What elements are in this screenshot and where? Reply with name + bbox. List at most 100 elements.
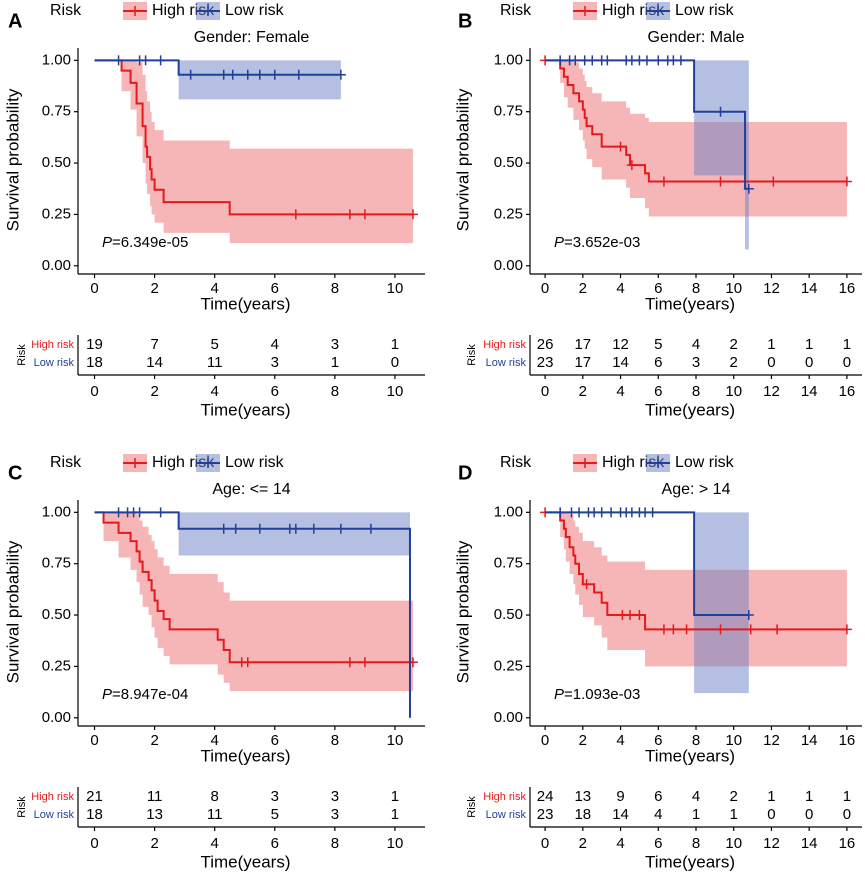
table-x-tick-label: 6	[271, 835, 279, 852]
at-risk-count: 13	[146, 806, 163, 823]
at-risk-count: 8	[211, 788, 219, 805]
y-tick-label: 0.25	[494, 205, 523, 222]
at-risk-count: 3	[271, 354, 279, 371]
y-tick-label: 0.00	[42, 709, 71, 726]
table-x-tick-label: 4	[211, 383, 219, 400]
at-risk-count: 4	[692, 788, 700, 805]
x-tick-label: 2	[150, 280, 158, 297]
censor-mark	[335, 69, 346, 80]
legend-cross	[130, 6, 140, 16]
table-x-tick-label: 10	[725, 383, 742, 400]
censor-mark	[715, 176, 726, 187]
at-risk-count: 11	[207, 354, 223, 371]
censor-mark	[641, 55, 652, 66]
p-symbol: P	[102, 234, 112, 251]
table-x-tick-label: 10	[387, 835, 404, 852]
chart-title: Age: > 14	[662, 481, 731, 498]
at-risk-count: 18	[574, 806, 591, 823]
legend-title: Risk	[500, 2, 532, 19]
x-tick-label: 16	[839, 732, 856, 749]
x-tick-label: 4	[616, 732, 624, 749]
y-tick-label: 1.00	[42, 503, 71, 520]
at-risk-count: 11	[207, 806, 223, 823]
at-risk-count: 13	[574, 788, 591, 805]
censor-mark	[290, 209, 301, 220]
x-tick-label: 14	[801, 280, 818, 297]
table-x-tick-label: 4	[616, 835, 624, 852]
y-tick-label: 0.50	[42, 606, 71, 623]
x-tick-label: 14	[801, 732, 818, 749]
at-risk-count: 18	[86, 806, 103, 823]
table-x-tick-label: 0	[90, 835, 98, 852]
table-x-tick-label: 2	[150, 383, 158, 400]
y-tick-label: 0.00	[42, 257, 71, 274]
at-risk-count: 6	[654, 354, 662, 371]
survival-curve	[94, 511, 411, 718]
p-symbol: P	[102, 686, 112, 703]
at-risk-count: 5	[654, 336, 662, 353]
censor-mark	[407, 209, 418, 220]
y-tick-label: 0.75	[42, 555, 71, 572]
x-tick-label: 6	[271, 732, 279, 749]
at-risk-count: 1	[391, 806, 399, 823]
table-row-label: High risk	[31, 791, 74, 803]
table-x-tick-label: 6	[271, 383, 279, 400]
table-x-tick-label: 8	[331, 835, 339, 852]
at-risk-count: 17	[574, 336, 591, 353]
at-risk-count: 6	[654, 788, 662, 805]
legend-cross	[653, 458, 663, 468]
censor-mark	[681, 624, 692, 635]
at-risk-count: 2	[730, 336, 738, 353]
censor-mark	[218, 69, 229, 80]
x-tick-label: 8	[331, 732, 339, 749]
x-axis-label: Time(years)	[200, 746, 290, 765]
y-tick-label: 1.00	[42, 51, 71, 68]
censor-mark	[293, 69, 304, 80]
at-risk-count: 11	[147, 788, 163, 805]
table-x-axis-label: Time(years)	[645, 852, 735, 871]
censor-mark	[626, 160, 637, 171]
at-risk-count: 14	[146, 354, 163, 371]
x-tick-label: 10	[725, 732, 742, 749]
y-axis-label: Survival probability	[453, 540, 472, 683]
table-x-tick-label: 8	[692, 383, 700, 400]
table-x-tick-label: 12	[763, 383, 780, 400]
censor-mark	[768, 176, 779, 187]
at-risk-count: 2	[730, 788, 738, 805]
censor-mark	[185, 69, 196, 80]
at-risk-count: 0	[391, 354, 399, 371]
table-x-tick-label: 4	[616, 383, 624, 400]
censor-mark	[574, 507, 585, 518]
table-x-tick-label: 0	[90, 383, 98, 400]
panel-label: A	[8, 10, 22, 32]
legend-label: Low risk	[225, 2, 285, 19]
censor-mark	[658, 624, 669, 635]
legend-cross	[580, 6, 590, 16]
confidence-band	[94, 60, 413, 244]
table-title: Risk	[16, 796, 28, 818]
table-x-axis-label: Time(years)	[200, 400, 290, 419]
censor-mark	[140, 55, 151, 66]
censor-mark	[743, 610, 754, 621]
censor-mark	[242, 69, 253, 80]
censor-mark	[555, 55, 566, 66]
table-x-tick-label: 6	[654, 383, 662, 400]
x-axis-label: Time(years)	[200, 294, 290, 313]
at-risk-count: 14	[612, 354, 629, 371]
censor-mark	[715, 624, 726, 635]
x-tick-label: 12	[763, 280, 780, 297]
survival-curve	[545, 511, 847, 631]
censor-mark	[365, 523, 376, 534]
chart-title: Age: <= 14	[212, 481, 290, 498]
at-risk-count: 0	[843, 806, 851, 823]
legend-title: Risk	[500, 454, 532, 471]
chart-title: Gender: Female	[194, 29, 310, 46]
table-x-axis-label: Time(years)	[200, 852, 290, 871]
x-tick-label: 4	[616, 280, 624, 297]
at-risk-count: 9	[616, 788, 624, 805]
censor-mark	[113, 507, 124, 518]
at-risk-count: 12	[612, 336, 629, 353]
y-axis-label: Survival probability	[3, 540, 22, 683]
p-value: P=8.947e-04	[102, 686, 188, 703]
x-tick-label: 12	[763, 732, 780, 749]
